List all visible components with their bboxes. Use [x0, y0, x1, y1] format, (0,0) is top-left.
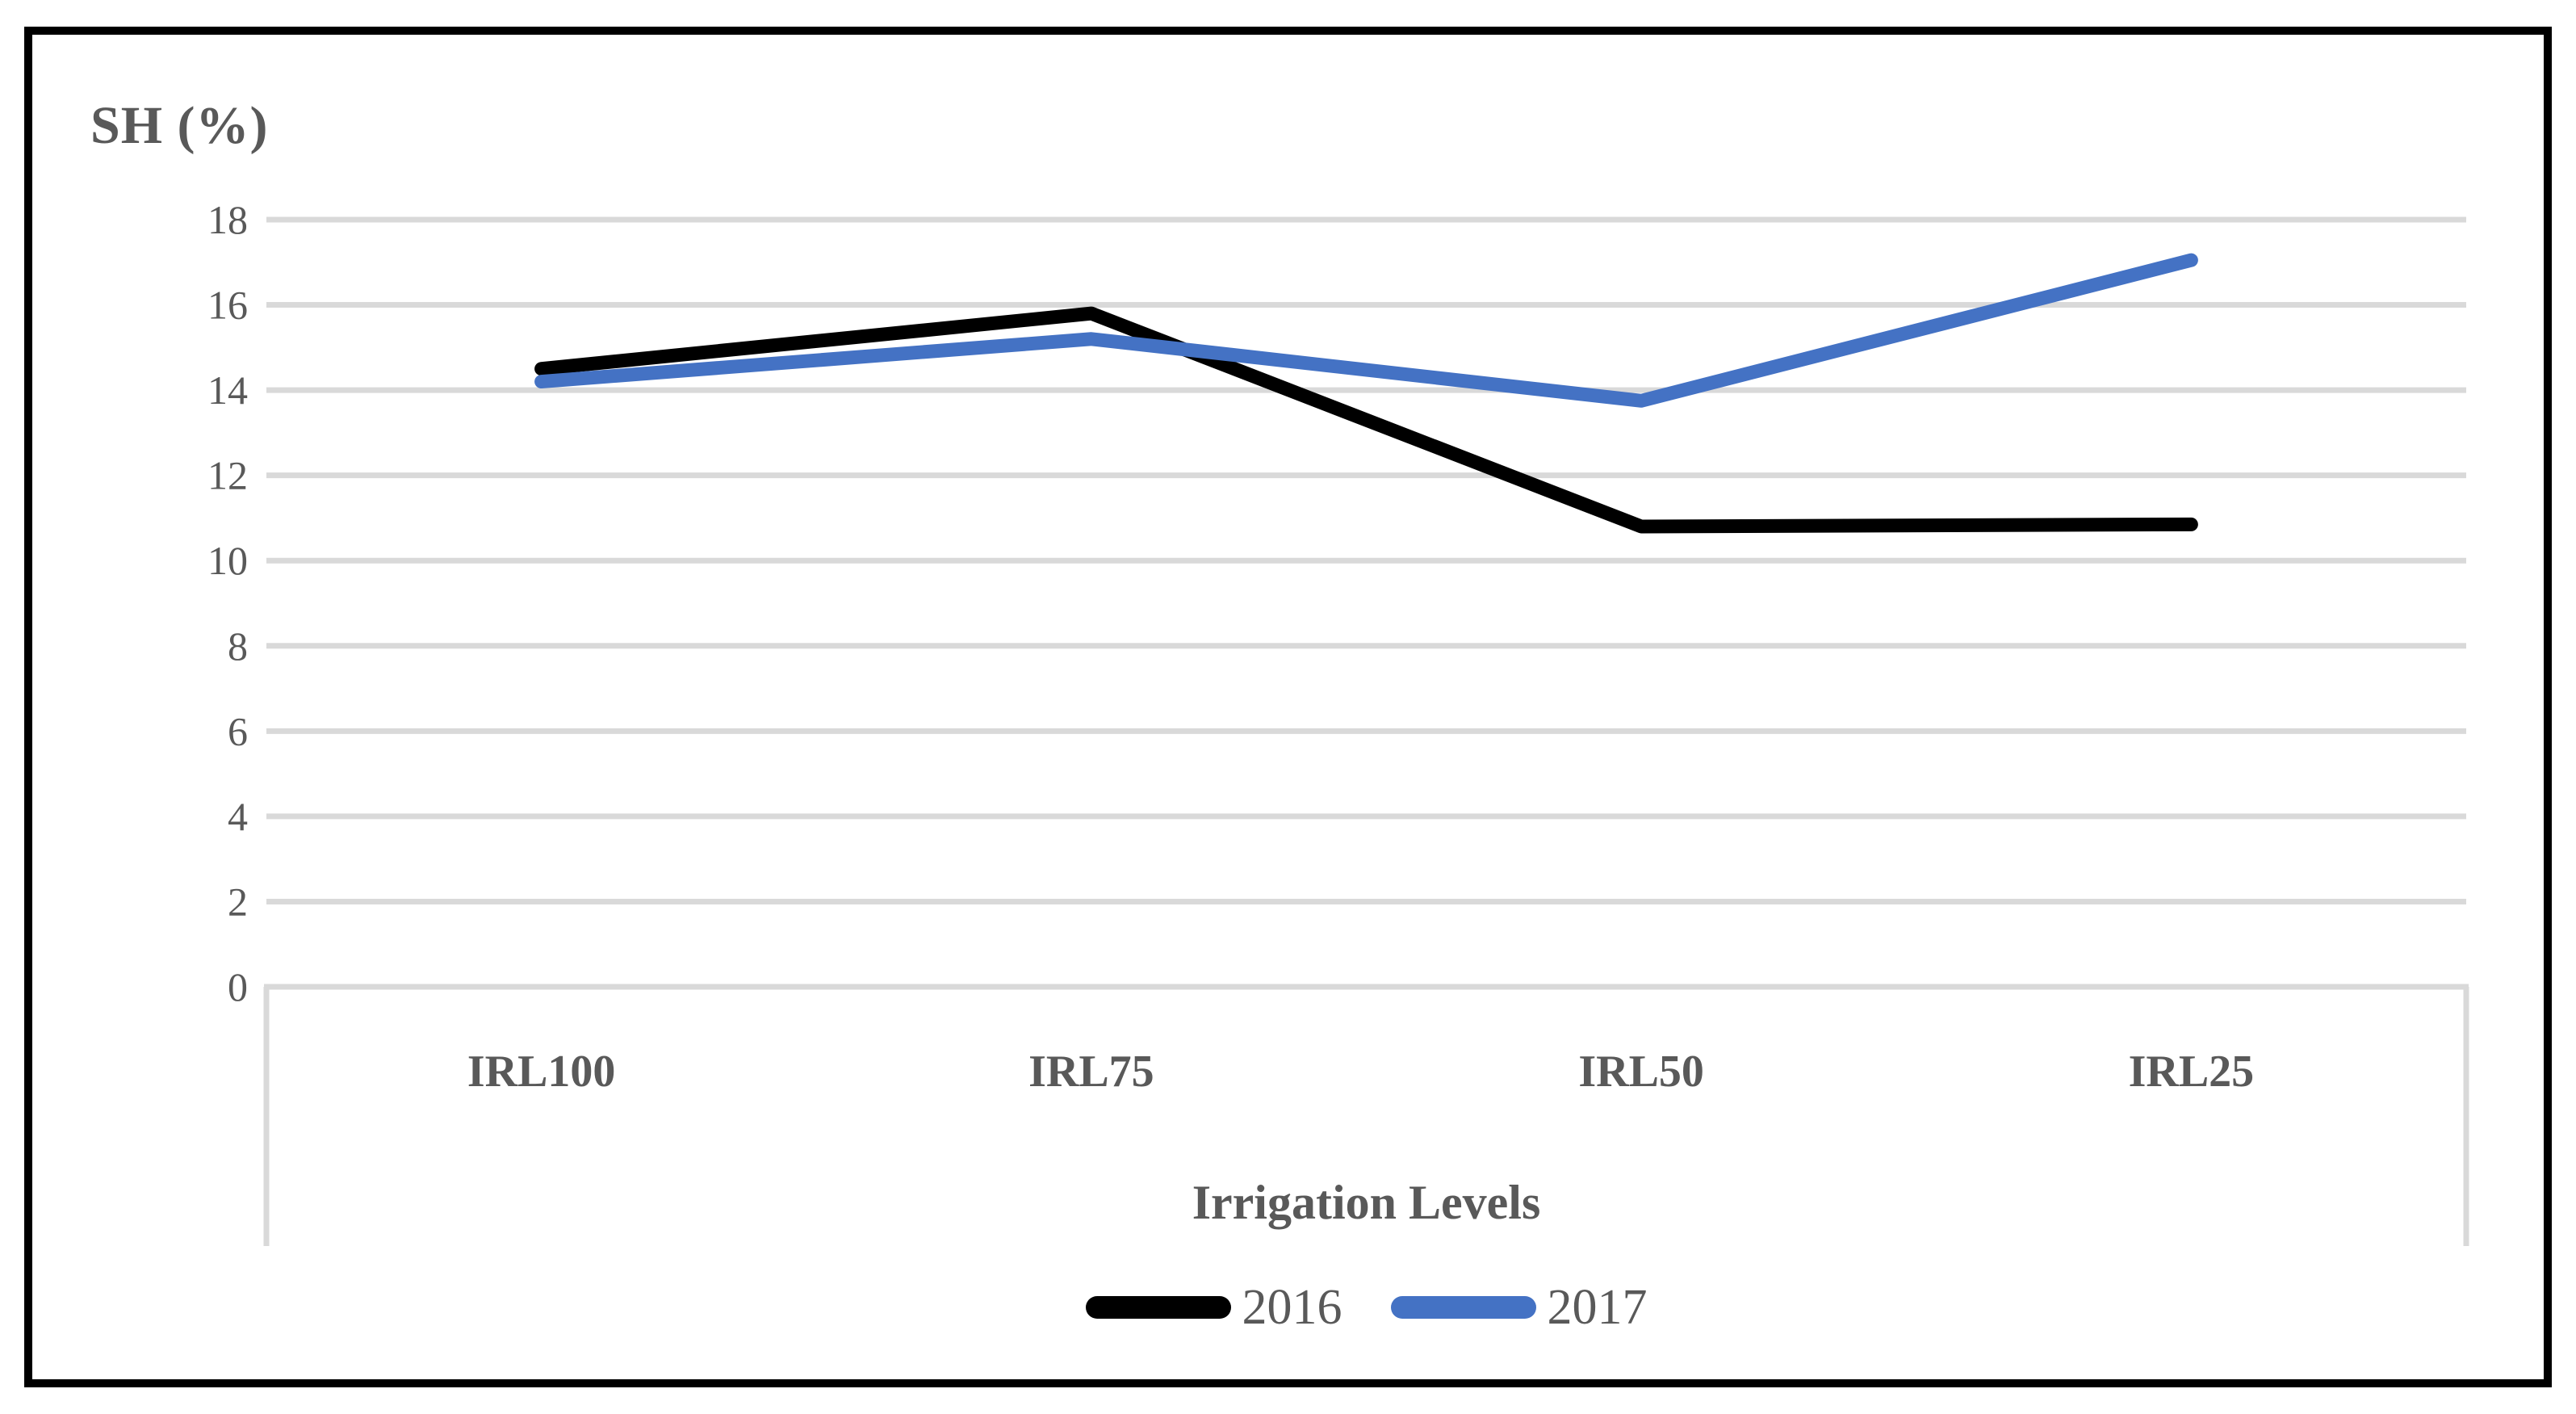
x-category-label: IRL75: [1028, 1047, 1154, 1097]
series-line-2016: [534, 306, 2198, 534]
legend-label: 2016: [1242, 1280, 1342, 1335]
figure-border: [24, 27, 2552, 1387]
y-tick-label: 2: [228, 879, 248, 924]
legend-label: 2017: [1547, 1280, 1648, 1335]
x-category-label: IRL25: [2129, 1047, 2255, 1097]
y-tick-label: 6: [228, 708, 248, 753]
legend-item-2016: 2016: [1085, 1280, 1342, 1335]
y-tick-label: 8: [228, 623, 248, 669]
x-axis-title: Irrigation Levels: [1192, 1176, 1541, 1229]
y-tick-label: 0: [228, 964, 248, 1009]
y-tick-label: 4: [228, 794, 248, 839]
y-axis-title: SH (%): [90, 96, 269, 155]
y-tick-label: 18: [207, 197, 248, 242]
x-category-label: IRL100: [467, 1047, 616, 1097]
legend-swatch-2017: [1390, 1296, 1536, 1319]
legend-item-2017: 2017: [1390, 1280, 1648, 1335]
x-category-label: IRL50: [1578, 1047, 1704, 1097]
y-tick-label: 16: [207, 283, 248, 328]
y-tick-label: 10: [207, 538, 248, 583]
legend: 2016 2017: [266, 1282, 2466, 1332]
y-tick-label: 12: [207, 453, 248, 498]
series-line-2017: [534, 253, 2198, 408]
y-tick-label: 14: [207, 367, 248, 413]
legend-swatch-2016: [1085, 1296, 1231, 1319]
